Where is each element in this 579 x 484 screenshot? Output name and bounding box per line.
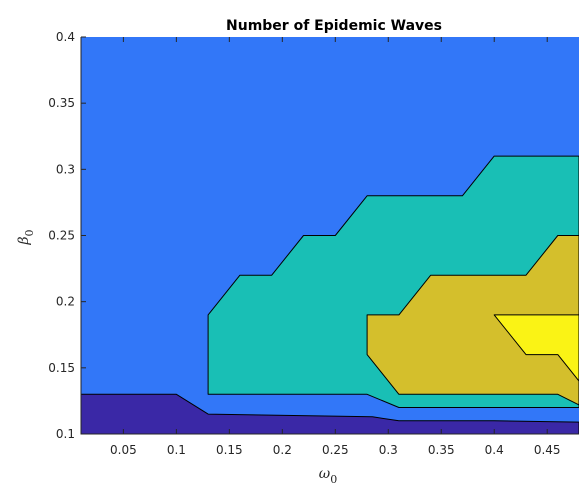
x-tick-labels: 0.05 0.1 0.15 0.2 0.25 0.3 0.35 0.4 0.45 [110,443,561,457]
x-tick-label: 0.1 [167,443,186,457]
y-tick-label: 0.15 [48,361,75,375]
plot-area [80,36,579,435]
y-tick-label: 0.35 [48,96,75,110]
x-tick-label: 0.25 [322,443,349,457]
x-tick-label: 0.2 [273,443,292,457]
chart-title: Number of Epidemic Waves [226,18,442,34]
x-tick-label: 0.3 [379,443,398,457]
x-axis-subscript: 0 [330,473,337,484]
x-axis-label: ω0 [319,466,337,484]
contour-region-level-3 [366,235,579,406]
y-tick-labels: 0.1 0.15 0.2 0.25 0.3 0.35 0.4 [48,30,75,441]
contour-regions [81,155,579,434]
y-tick-label: 0.4 [56,30,75,44]
y-tick-label: 0.2 [56,295,75,309]
y-axis-symbol: β [16,236,32,245]
contour-region-level-0 [81,393,579,434]
x-tick-label: 0.05 [110,443,137,457]
x-axis-symbol: ω [319,466,331,482]
y-axis-label: β0 [16,229,36,245]
x-tick-label: 0.4 [485,443,504,457]
y-axis-subscript: 0 [23,229,36,236]
y-tick-label: 0.25 [48,229,75,243]
y-tick-label: 0.3 [56,162,75,176]
y-tick-label: 0.1 [56,427,75,441]
x-tick-label: 0.45 [534,443,561,457]
x-tick-label: 0.35 [428,443,455,457]
contour-region-level-4 [493,314,579,382]
axis-lines [80,37,579,435]
x-tick-label: 0.15 [216,443,243,457]
